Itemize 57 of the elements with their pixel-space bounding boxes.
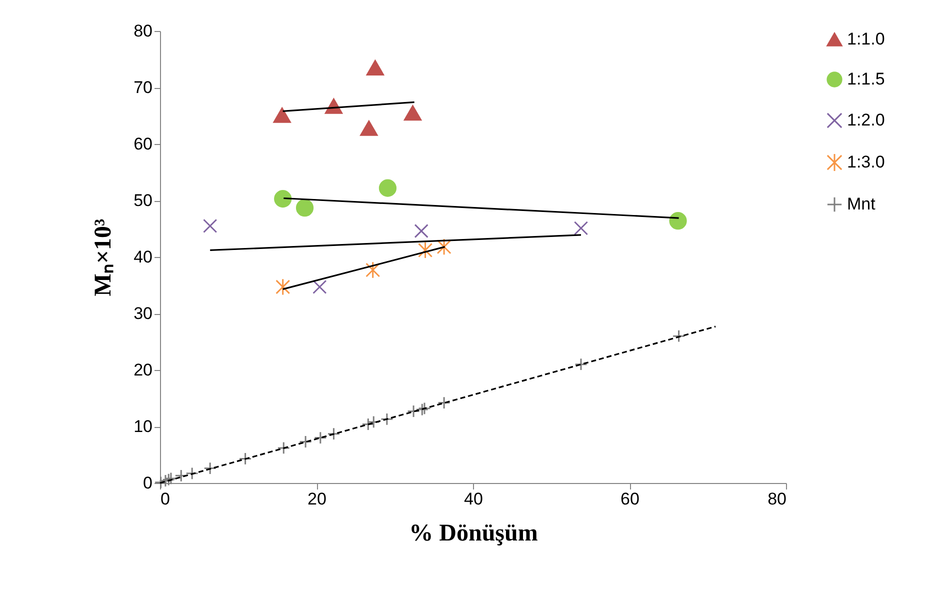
x-tick-label: 0 (160, 490, 170, 508)
point (312, 280, 327, 294)
point (414, 224, 428, 238)
point (276, 278, 290, 296)
point (162, 473, 176, 486)
y-tick-label: 30 (134, 304, 152, 323)
y-tick-label: 50 (134, 191, 152, 210)
x-axis-title: % Dönüşüm (409, 520, 538, 546)
point (404, 105, 422, 121)
point (380, 412, 394, 426)
y-tick-label: 60 (134, 134, 152, 154)
point (436, 238, 452, 256)
point (418, 402, 431, 415)
point (186, 466, 199, 480)
legend-label: Mnt (847, 194, 876, 214)
point (159, 474, 172, 488)
x-tick-label: 40 (464, 490, 483, 508)
legend-label: 1:1.5 (847, 70, 885, 88)
point (314, 431, 327, 444)
point (296, 199, 314, 217)
point (574, 221, 588, 236)
legend-label: 1:3.0 (847, 152, 885, 172)
y-tick-label: 40 (134, 248, 152, 266)
legend-label: 1:2.0 (847, 110, 885, 130)
y-axis-title: Mₙ×10³ (90, 218, 117, 296)
point (672, 330, 686, 343)
point (366, 60, 384, 76)
point (367, 416, 380, 428)
point (416, 403, 429, 416)
point (238, 452, 252, 466)
point (164, 472, 178, 485)
point (273, 107, 291, 123)
y-tick-label: 0 (143, 474, 152, 492)
y-tick-label: 10 (134, 417, 152, 436)
point (438, 396, 450, 410)
y-tick-label: 20 (134, 360, 152, 380)
point (204, 462, 217, 475)
point (669, 212, 687, 230)
x-tick-label: 60 (620, 490, 640, 508)
point (366, 261, 380, 279)
point (203, 218, 218, 233)
y-tick-label: 70 (134, 78, 152, 97)
x-tick-label: 80 (768, 490, 786, 508)
point (327, 427, 340, 440)
point (407, 404, 420, 418)
point (154, 476, 168, 489)
point (360, 120, 378, 136)
x-tick-label: 20 (308, 490, 326, 508)
point (277, 442, 290, 454)
point (378, 179, 397, 197)
point (299, 435, 312, 448)
point (574, 358, 588, 371)
y-tick-label: 80 (134, 22, 152, 40)
point (362, 418, 375, 431)
point (274, 190, 292, 208)
legend-label: 1:1.0 (847, 30, 885, 48)
point (418, 242, 433, 259)
